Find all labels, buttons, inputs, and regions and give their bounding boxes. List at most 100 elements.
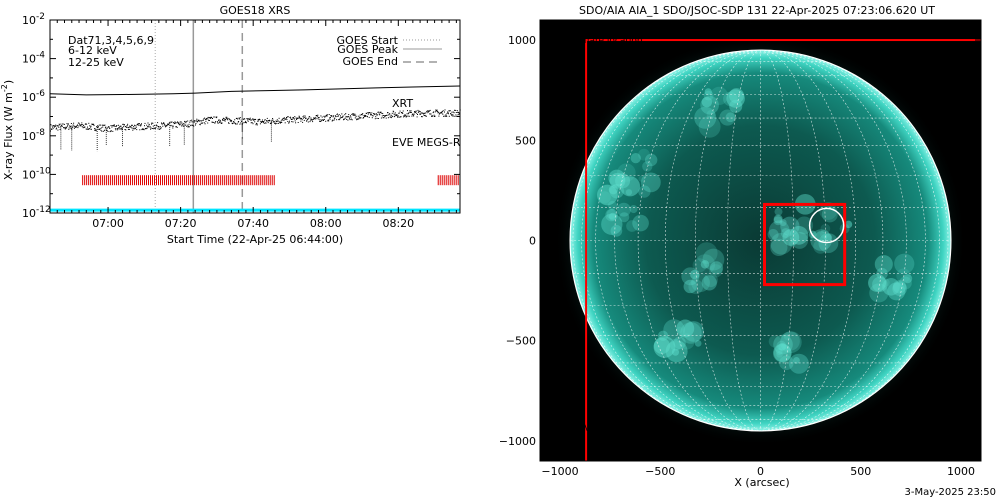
goes-noise-point: [285, 118, 287, 120]
bright-patch: [676, 319, 695, 338]
goes-noise-point: [70, 123, 72, 124]
xrt-label: XRT: [392, 97, 413, 110]
goes-noise-point: [287, 116, 289, 118]
goes-noise-point: [255, 124, 257, 126]
goes-noise-point: [458, 111, 459, 113]
goes-noise-point: [182, 124, 184, 126]
goes-noise-point: [288, 122, 290, 124]
bright-patch: [779, 219, 787, 227]
goes-noise-point: [419, 111, 421, 113]
goes-noise-point: [161, 122, 162, 124]
goes-noise-point: [250, 122, 252, 124]
goes-noise-point: [437, 111, 439, 112]
goes-noise-point: [262, 119, 263, 121]
goes-noise-point: [384, 115, 386, 117]
bright-patch: [673, 336, 686, 350]
goes-noise-point: [370, 113, 371, 115]
goes-series-0: [49, 85, 461, 96]
aia-x-tick-label: 1000: [947, 465, 975, 478]
bright-patch: [709, 261, 724, 275]
bright-patch: [894, 253, 915, 274]
goes-noise-point: [160, 127, 162, 129]
goes-y-axis-label-main: X-ray Flux (W m: [2, 92, 15, 180]
goes-noise-point: [249, 119, 251, 121]
goes-noise-point: [434, 115, 436, 117]
goes-noise-point: [218, 119, 220, 121]
goes-noise-point: [224, 118, 226, 120]
goes-noise-point: [231, 120, 233, 122]
goes-noise-point: [303, 115, 305, 117]
goes-noise-point: [346, 118, 348, 120]
goes-noise-point: [57, 125, 58, 127]
goes-noise-point: [143, 129, 145, 131]
goes-x-axis-label: Start Time (22-Apr-25 06:44:00): [167, 233, 343, 246]
goes-noise-point: [94, 130, 96, 131]
goes-noise-point: [292, 121, 294, 123]
goes-noise-point: [60, 123, 62, 125]
bright-patch: [638, 185, 651, 198]
goes-noise-point: [125, 129, 127, 131]
goes-noise-point: [375, 116, 377, 118]
goes-noise-point: [224, 120, 226, 122]
goes-noise-point: [217, 121, 219, 123]
goes-noise-point: [278, 122, 280, 124]
goes-noise-point: [114, 125, 116, 127]
goes-noise-point: [320, 120, 322, 122]
goes-noise-point: [453, 115, 455, 117]
goes-noise-point: [302, 121, 304, 123]
goes-noise-point: [353, 114, 355, 116]
goes-time-legend: GOES Start GOES Peak GOES End: [337, 34, 442, 68]
goes-noise-point: [429, 113, 431, 115]
goes-noise-point: [296, 118, 298, 120]
bright-patch: [775, 348, 783, 356]
goes-noise-point: [342, 116, 344, 118]
goes-noise-point: [83, 125, 85, 126]
bright-patch: [663, 319, 685, 341]
goes-noise-point: [290, 117, 292, 119]
goes-noise-point: [107, 131, 109, 132]
bright-patch: [597, 184, 618, 206]
aia-sun-image: SDO/AIA AIA_1 SDO/JSOC-SDP 131 22-Apr-20…: [500, 4, 982, 489]
goes-noise-point: [285, 118, 287, 120]
goes-noise-point: [76, 126, 78, 128]
bright-patch: [706, 110, 716, 119]
goes-noise-point: [124, 129, 126, 130]
goes-noise-point: [158, 126, 159, 127]
goes-noise-point: [146, 127, 148, 129]
goes-noise-point: [279, 121, 281, 123]
goes-noise-point: [182, 125, 184, 127]
goes-noise-point: [451, 115, 453, 117]
goes-noise-point: [185, 120, 187, 122]
goes-noise-point: [159, 128, 161, 130]
goes-noise-point: [418, 110, 420, 112]
goes-noise-point: [152, 125, 154, 127]
goes-noise-point: [164, 124, 166, 126]
goes-x-tick-label: 08:00: [310, 217, 342, 230]
grid-longitude: [637, 50, 761, 431]
goes-noise-point: [272, 118, 274, 119]
goes-noise-point: [192, 121, 194, 123]
goes-noise-point: [223, 118, 225, 120]
goes-noise-point: [355, 116, 357, 118]
goes-noise-point: [363, 117, 365, 118]
goes-noise-point: [107, 127, 108, 129]
goes-noise-point: [221, 122, 223, 124]
bright-patch: [776, 340, 787, 351]
goes-noise-point: [144, 125, 145, 127]
aia-y-ticks: −1000 −500 0 500 1000: [500, 34, 981, 448]
goes-noise-point: [171, 125, 173, 127]
goes-noise-point: [51, 125, 53, 127]
bright-patch: [608, 185, 618, 195]
goes-y-axis-label-close: ): [2, 80, 15, 84]
goes-noise-point: [426, 112, 428, 114]
footer-timestamp: 3-May-2025 23:50: [904, 487, 996, 498]
goes-noise-point: [170, 124, 172, 126]
goes-noise-point: [147, 126, 149, 128]
goes-noise-point: [151, 122, 153, 124]
goes-noise-point: [447, 111, 449, 113]
goes-noise-point: [328, 120, 330, 122]
goes-noise-point: [454, 109, 456, 111]
goes-noise-point: [223, 119, 225, 121]
goes-noise-point: [259, 119, 261, 121]
